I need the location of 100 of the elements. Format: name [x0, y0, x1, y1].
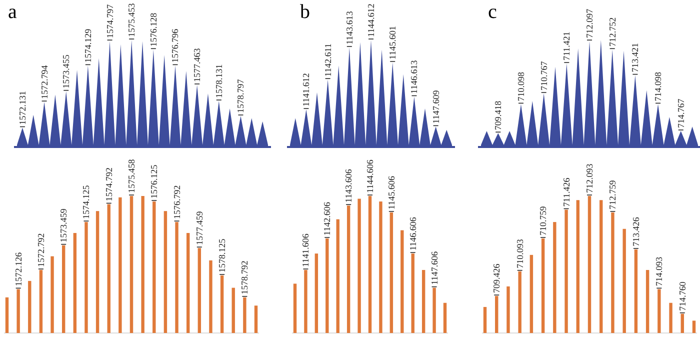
bar	[28, 280, 32, 333]
x-tick-label: 1143.606	[344, 168, 354, 203]
x-tick-label: 1576.796	[170, 28, 180, 63]
x-tick-label: 714.767	[676, 98, 686, 128]
x-tick-label: 1142.606	[322, 202, 332, 236]
x-tick-label: 1572.792	[36, 233, 46, 267]
bar	[422, 270, 426, 333]
bar	[73, 232, 77, 333]
bar	[220, 275, 224, 333]
bar	[658, 289, 661, 333]
bar	[175, 222, 178, 333]
bar	[411, 254, 414, 333]
x-tick-label: 714.093	[654, 256, 664, 286]
bar	[553, 222, 556, 333]
x-tick-label: 1145.601	[388, 26, 398, 60]
x-tick-label: 711.426	[561, 177, 572, 207]
bar	[16, 289, 20, 333]
x-tick-label: 1572.126	[13, 252, 24, 286]
bar	[432, 288, 436, 333]
x-tick-label: 712.752	[607, 17, 618, 47]
bar	[600, 200, 603, 333]
x-tick-label: 1573.459	[58, 208, 69, 242]
x-tick-label: 1574.792	[104, 167, 114, 202]
bar	[232, 288, 235, 333]
x-tick-label: 1574.797	[104, 4, 115, 38]
bar	[530, 254, 534, 333]
x-tick-label: 709.418	[493, 100, 504, 130]
bar	[379, 201, 382, 333]
x-tick-label: 710.093	[514, 238, 525, 268]
x-tick-label: 1578.797	[236, 78, 246, 113]
x-tick-label: 1144.612	[366, 4, 376, 37]
bar	[107, 204, 110, 333]
bar	[5, 297, 9, 333]
x-tick-label: 1142.611	[322, 43, 333, 77]
x-tick-label: 1578.792	[240, 260, 250, 294]
bar	[611, 212, 614, 333]
x-tick-label: 1144.606	[365, 159, 375, 193]
bar	[564, 210, 568, 333]
x-tick-label: 1146.613	[409, 60, 420, 94]
x-tick-label: 712.759	[608, 180, 618, 210]
x-tick-label: 711.421	[562, 32, 572, 61]
x-tick-label: 1574.125	[81, 184, 92, 220]
bar	[576, 200, 580, 333]
bar	[50, 256, 54, 333]
x-tick-label: 1575.453	[126, 2, 137, 37]
x-tick-label: 1576.128	[148, 12, 158, 47]
bar	[692, 320, 696, 333]
x-tick-label: 714.760	[677, 281, 688, 311]
bar	[164, 211, 168, 333]
bar	[622, 228, 626, 333]
x-tick-label: 713.421	[630, 43, 640, 72]
x-tick-label: 1145.606	[386, 176, 396, 210]
bar	[518, 271, 522, 333]
bar	[96, 211, 100, 333]
bar	[209, 260, 212, 333]
bar	[541, 238, 545, 333]
bar	[314, 254, 318, 333]
bar	[130, 196, 134, 333]
bar	[646, 270, 650, 333]
x-tick-label: 712.093	[584, 163, 594, 193]
chart-title: b	[300, 1, 310, 23]
x-tick-label: 713.426	[630, 216, 641, 246]
x-tick-label: 1576.792	[172, 185, 182, 220]
bar	[358, 198, 361, 333]
x-tick-label: 1141.606	[300, 233, 311, 267]
bar	[634, 249, 638, 333]
x-tick-label: 1573.455	[61, 54, 72, 88]
bar	[254, 306, 258, 333]
bar	[141, 196, 144, 333]
chart-title: c	[488, 1, 497, 23]
x-tick-label: 1576.125	[149, 164, 160, 198]
x-tick-label: 1146.606	[408, 216, 418, 251]
bar	[368, 196, 372, 333]
x-tick-label: 1141.612	[301, 73, 312, 107]
x-tick-label: 709.426	[492, 263, 502, 294]
bar	[400, 230, 404, 333]
x-tick-label: 1577.459	[194, 210, 204, 246]
x-tick-label: 1147.609	[430, 90, 441, 124]
bar	[588, 196, 592, 333]
bar	[243, 297, 246, 333]
bar	[198, 248, 202, 333]
bar	[293, 284, 297, 333]
x-tick-label: 1578.125	[217, 238, 228, 272]
chart-title: a	[8, 1, 17, 23]
bar	[680, 314, 684, 333]
bar	[84, 222, 88, 333]
bar	[336, 219, 340, 333]
bar	[495, 296, 498, 333]
x-tick-label: 1574.129	[82, 28, 93, 63]
bar	[326, 238, 329, 333]
x-tick-label: 710.759	[538, 206, 548, 236]
x-tick-label: 712.097	[584, 8, 594, 38]
bar	[443, 302, 447, 333]
x-tick-label: 1147.606	[429, 250, 440, 285]
bar	[669, 302, 672, 333]
x-tick-label: 714.098	[653, 71, 664, 102]
bar	[118, 197, 122, 333]
x-tick-label: 1572.131	[17, 90, 28, 125]
bar	[62, 245, 66, 333]
x-tick-label: 1575.458	[126, 158, 136, 193]
